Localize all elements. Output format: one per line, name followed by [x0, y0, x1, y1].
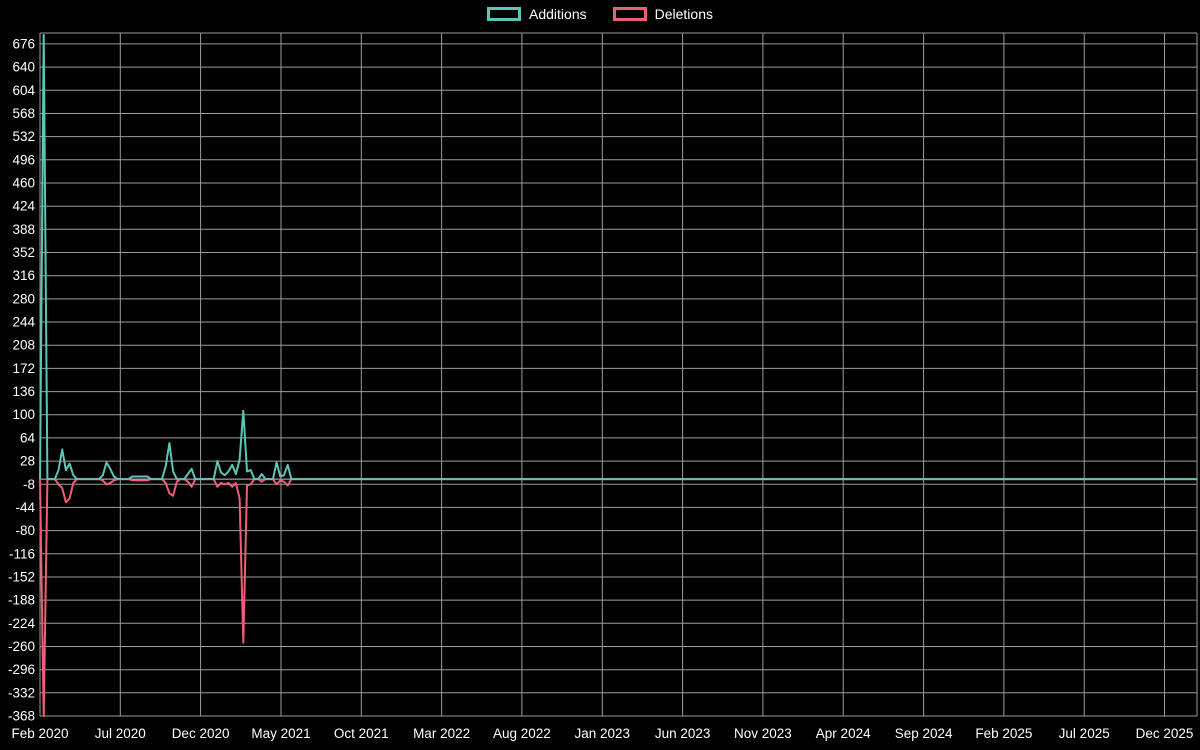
y-axis-tick-label: 604	[12, 83, 35, 98]
y-axis-tick-label: -332	[8, 685, 35, 700]
y-axis-tick-label: -44	[15, 500, 35, 515]
legend-item-additions: Additions	[487, 7, 587, 21]
x-axis-tick-label: Jun 2023	[655, 726, 711, 741]
y-axis-tick-label: 424	[12, 199, 35, 214]
y-axis-tick-label: 172	[12, 361, 35, 376]
y-axis-tick-label: 136	[12, 384, 35, 399]
y-axis-tick-label: 496	[12, 152, 35, 167]
y-axis-tick-label: -8	[23, 477, 35, 492]
y-axis-tick-label: -296	[8, 662, 35, 677]
additions-legend-label: Additions	[529, 6, 587, 22]
y-axis-tick-label: 316	[12, 268, 35, 283]
deletions-line	[39, 478, 1197, 717]
y-axis-tick-label: -80	[15, 523, 35, 538]
x-axis-tick-label: May 2021	[251, 726, 310, 741]
y-axis-tick-label: 460	[12, 176, 35, 191]
y-axis-tick-label: 568	[12, 106, 35, 121]
y-axis-tick-label: -152	[8, 570, 35, 585]
y-axis-tick-label: 388	[12, 222, 35, 237]
x-axis-tick-label: Jul 2020	[95, 726, 146, 741]
y-axis-tick-label: 676	[12, 36, 35, 51]
x-axis-tick-label: Apr 2024	[816, 726, 871, 741]
additions-swatch-icon	[487, 7, 522, 21]
chart-legend: Additions Deletions	[0, 7, 1200, 21]
y-axis-tick-label: 208	[12, 338, 35, 353]
y-axis-tick-label: 28	[20, 454, 35, 469]
y-axis-tick-label: -188	[8, 593, 35, 608]
y-axis-tick-label: -368	[8, 709, 35, 724]
legend-item-deletions: Deletions	[612, 6, 713, 22]
additions-line	[39, 33, 1197, 481]
y-axis-tick-label: -260	[8, 639, 35, 654]
y-axis-tick-label: 640	[12, 60, 35, 75]
y-axis-tick-label: 100	[12, 407, 35, 422]
x-axis-tick-label: Jul 2025	[1059, 726, 1110, 741]
y-axis-tick-label: 244	[12, 315, 35, 330]
x-axis-tick-label: Dec 2025	[1136, 726, 1194, 741]
y-axis-tick-label: 280	[12, 291, 35, 306]
y-axis-tick-label: -116	[9, 546, 35, 561]
x-axis-tick-label: Feb 2025	[975, 726, 1032, 741]
deletions-swatch-icon	[612, 7, 647, 21]
x-axis-tick-label: Dec 2020	[172, 726, 230, 741]
x-axis-tick-label: Nov 2023	[734, 726, 792, 741]
x-axis-tick-label: Mar 2022	[413, 726, 470, 741]
x-axis-tick-label: Feb 2020	[11, 726, 68, 741]
y-axis-tick-label: 352	[12, 245, 35, 260]
deletions-legend-label: Deletions	[654, 6, 713, 22]
y-axis-tick-label: 532	[12, 129, 35, 144]
y-axis-tick-label: 64	[20, 430, 36, 445]
x-axis-tick-label: Oct 2021	[334, 726, 389, 741]
x-axis-tick-label: Aug 2022	[493, 726, 551, 741]
x-axis-tick-label: Sep 2024	[895, 726, 953, 741]
y-axis-tick-label: -224	[8, 616, 36, 631]
x-axis-tick-label: Jan 2023	[575, 726, 631, 741]
